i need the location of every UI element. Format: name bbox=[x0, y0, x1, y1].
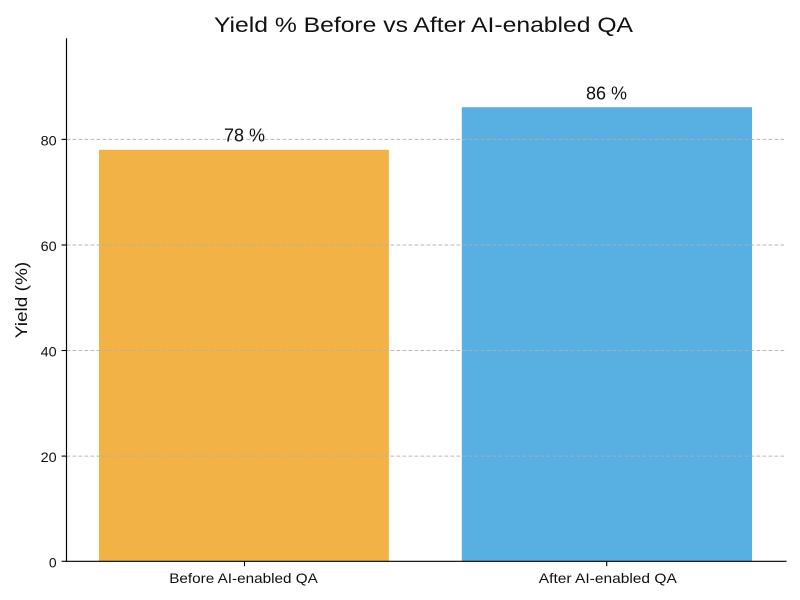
svg-text:Yield % Before vs After AI-ena: Yield % Before vs After AI-enabled QA bbox=[214, 13, 634, 37]
svg-text:86 %: 86 % bbox=[586, 83, 627, 104]
svg-text:20: 20 bbox=[41, 449, 57, 465]
svg-text:40: 40 bbox=[41, 343, 57, 359]
svg-text:Before AI-enabled QA: Before AI-enabled QA bbox=[169, 570, 318, 586]
svg-text:78 %: 78 % bbox=[224, 125, 265, 146]
svg-text:0: 0 bbox=[49, 555, 57, 571]
svg-text:After AI-enabled QA: After AI-enabled QA bbox=[539, 570, 678, 586]
svg-text:Yield (%): Yield (%) bbox=[12, 262, 31, 339]
svg-text:80: 80 bbox=[41, 132, 57, 148]
svg-text:60: 60 bbox=[41, 238, 57, 254]
